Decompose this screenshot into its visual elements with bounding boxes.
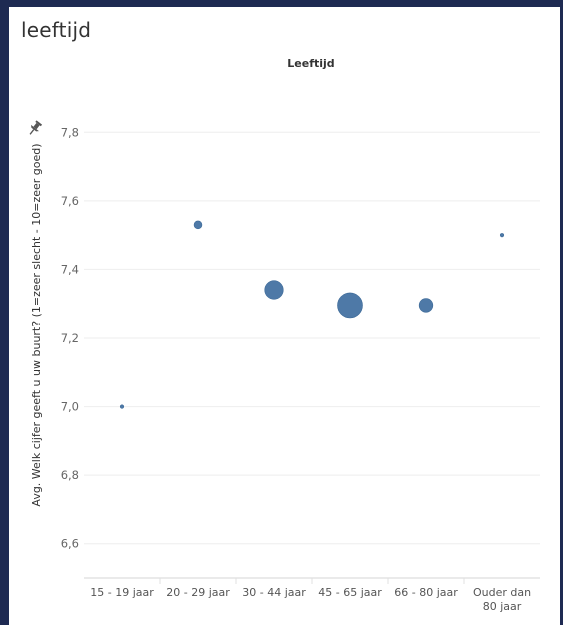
y-tick-label: 7,4 (61, 262, 79, 276)
data-point (418, 298, 434, 313)
x-tick-label: 66 - 80 jaar (394, 586, 458, 599)
x-tick-label: Ouder dan (473, 586, 531, 599)
sheet-title: leeftijd (21, 18, 92, 42)
x-tick-labels: 15 - 19 jaar 20 - 29 jaar 30 - 44 jaar 45 -… (90, 586, 531, 613)
x-separators (159, 578, 465, 584)
y-tick-label: 6,8 (61, 468, 79, 482)
x-tick-label: 20 - 29 jaar (166, 586, 230, 599)
x-tick-label: 45 - 65 jaar (318, 586, 382, 599)
data-point (264, 280, 284, 300)
data-points (119, 220, 505, 409)
data-point (119, 404, 125, 409)
y-tick-label: 7,0 (61, 400, 79, 414)
x-tick-label: 15 - 19 jaar (90, 586, 154, 599)
data-point (193, 220, 203, 230)
gridlines (84, 131, 540, 545)
y-tick-label: 7,8 (61, 125, 79, 139)
x-tick-label: 30 - 44 jaar (242, 586, 306, 599)
data-point (337, 292, 363, 319)
y-tick-label: 7,2 (61, 331, 79, 345)
x-tick-label: 80 jaar (483, 600, 522, 613)
y-tick-label: 6,6 (61, 537, 79, 551)
chart-title: Leeftijd (287, 57, 334, 70)
pin-icon[interactable] (26, 119, 43, 137)
data-point (499, 233, 505, 238)
y-tick-label: 7,6 (61, 194, 79, 208)
y-axis-label: Avg. Welk cijfer geeft u uw buurt? (1=ze… (30, 143, 43, 506)
y-tick-labels: 6,6 6,8 7,0 7,2 7,4 7,6 7,8 (61, 125, 79, 550)
